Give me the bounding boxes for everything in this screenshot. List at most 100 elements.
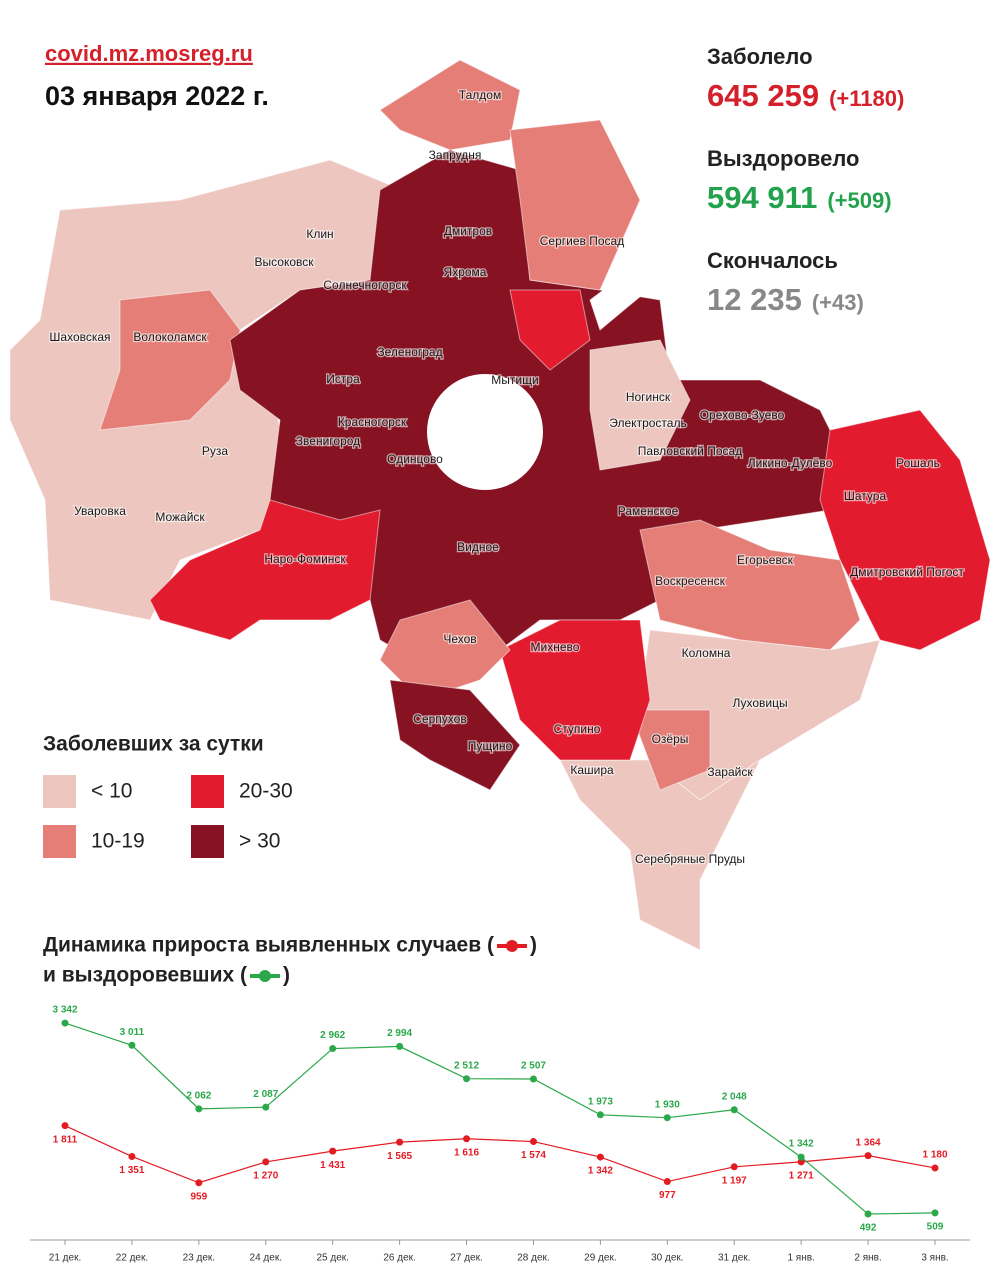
- legend-label: > 30: [239, 830, 280, 853]
- point: [262, 1158, 270, 1166]
- chart-title-close: ): [530, 934, 537, 957]
- chart-title: Динамика прироста выявленных случаев (: [43, 934, 494, 957]
- map-label: Кашира: [570, 763, 614, 777]
- point: [663, 1114, 671, 1122]
- map-label: Павловский Посад: [638, 444, 742, 458]
- x-tick-label: 22 дек.: [116, 1253, 148, 1264]
- map-label: Михнево: [531, 640, 580, 654]
- x-tick-label: 25 дек.: [316, 1253, 348, 1264]
- x-tick-label: 2 янв.: [854, 1253, 881, 1264]
- stat-delta: (+43): [812, 290, 864, 315]
- stat-delta: (+509): [827, 188, 891, 213]
- map-label: Руза: [202, 444, 229, 458]
- legend-dot: [258, 970, 271, 982]
- legend-dot: [505, 940, 518, 952]
- legend-swatch: [191, 825, 224, 858]
- chart-subtitle: и выздоровевших (: [43, 964, 247, 987]
- series-line: [64, 1125, 936, 1184]
- point: [195, 1179, 203, 1187]
- point: [730, 1163, 738, 1171]
- x-tick-label: 21 дек.: [49, 1253, 81, 1264]
- data-label: 1 342: [789, 1139, 814, 1150]
- chart-subtitle-close: ): [283, 964, 290, 987]
- x-tick-label: 23 дек.: [183, 1253, 215, 1264]
- data-label: 1 270: [253, 1171, 278, 1182]
- map-label: Клин: [306, 227, 333, 241]
- map-label: Серпухов: [413, 712, 466, 726]
- data-label: 1 574: [521, 1150, 546, 1161]
- data-label: 3 342: [52, 1005, 77, 1016]
- map-label: Уваровка: [74, 504, 126, 518]
- point: [463, 1075, 471, 1083]
- map-label: Солнечногорск: [323, 278, 407, 292]
- region: [629, 709, 711, 791]
- legend-swatch: [191, 775, 224, 808]
- map-label: Рошаль: [896, 456, 940, 470]
- map-label: Луховицы: [732, 696, 787, 710]
- data-label: 2 512: [454, 1060, 479, 1071]
- point: [61, 1019, 69, 1027]
- map-label: Дмитровский Погост: [850, 565, 964, 579]
- point: [864, 1210, 872, 1218]
- data-label: 1 616: [454, 1147, 479, 1158]
- region: [819, 409, 991, 651]
- map-label: Одинцово: [387, 452, 443, 466]
- data-label: 3 011: [120, 1027, 145, 1038]
- map-label: Зеленоград: [377, 345, 442, 359]
- data-label: 977: [659, 1190, 676, 1201]
- x-tick-label: 29 дек.: [584, 1253, 616, 1264]
- point: [864, 1152, 872, 1160]
- data-label: 2 087: [253, 1089, 278, 1100]
- map-label: Озёры: [652, 732, 689, 746]
- map-label: Электросталь: [609, 416, 686, 430]
- map-label: Мытищи: [491, 373, 538, 387]
- point: [931, 1209, 939, 1217]
- map-label: Красногорск: [338, 415, 407, 429]
- map-label: Истра: [326, 372, 360, 386]
- moscow: [427, 374, 543, 490]
- map-label: Шаховская: [49, 330, 110, 344]
- region: [499, 619, 651, 761]
- map-label: Егорьевск: [737, 553, 794, 567]
- map-label: Звенигород: [296, 434, 360, 448]
- point: [663, 1178, 671, 1186]
- region: [379, 599, 511, 701]
- map-label: Ступино: [554, 722, 601, 736]
- map-label: Шатура: [844, 489, 887, 503]
- site: covid.mz.mosreg.ru: [45, 41, 253, 66]
- point: [128, 1041, 136, 1049]
- date: 03 января 2022 г.: [45, 81, 269, 111]
- point: [396, 1138, 404, 1146]
- data-label: 2 994: [387, 1028, 412, 1039]
- map-label: Ногинск: [626, 390, 671, 404]
- x-tick-label: 28 дек.: [517, 1253, 549, 1264]
- data-label: 1 431: [320, 1160, 345, 1171]
- point: [329, 1045, 337, 1053]
- data-label: 509: [927, 1222, 944, 1233]
- x-tick-label: 26 дек.: [383, 1253, 415, 1264]
- legend-label: 10-19: [91, 830, 145, 853]
- data-label: 1 180: [922, 1150, 947, 1161]
- region: [149, 499, 381, 641]
- data-label: 492: [860, 1223, 877, 1234]
- region: [99, 289, 241, 431]
- map-label: Наро-Фоминск: [264, 552, 346, 566]
- x-tick-label: 27 дек.: [450, 1253, 482, 1264]
- region: [509, 119, 641, 291]
- x-tick-label: 30 дек.: [651, 1253, 683, 1264]
- data-label: 1 811: [53, 1134, 78, 1145]
- map-label: Сергиев Посад: [540, 234, 624, 248]
- point: [797, 1153, 805, 1161]
- data-label: 2 507: [521, 1061, 546, 1072]
- legend-swatch: [43, 775, 76, 808]
- map-label: Запрудня: [429, 148, 482, 162]
- legend-swatch: [43, 825, 76, 858]
- map-label: Коломна: [682, 646, 731, 660]
- stat-value: 594 911: [707, 180, 817, 215]
- map-label: Волоколамск: [133, 330, 207, 344]
- data-label: 1 271: [789, 1170, 814, 1181]
- point: [128, 1152, 136, 1160]
- data-label: 1 351: [119, 1165, 144, 1176]
- point: [730, 1106, 738, 1114]
- x-tick-label: 24 дек.: [250, 1253, 282, 1264]
